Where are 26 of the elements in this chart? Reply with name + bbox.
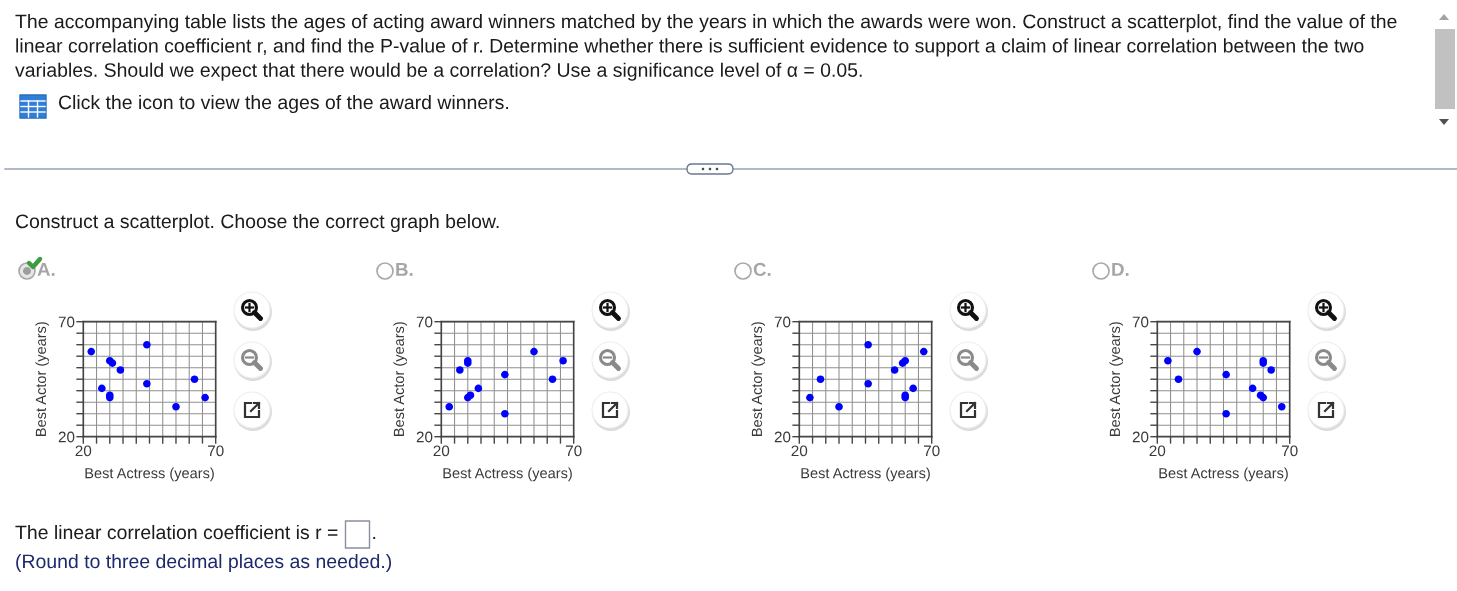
x-tick-label: 20 [75,445,92,457]
text: Click the icon to view the ages of the award winners. [58,94,508,114]
text: Construct a scatterplot. Choose the correct graph below. [15,213,499,233]
text: The linear correlation coefficient is r = [15,524,338,540]
text: (Round to three decimal places as needed.) [16,553,392,573]
x-tick-label: 70 [1281,445,1298,457]
text: . [373,536,376,540]
y-axis-title: Best Actor (years) [751,322,765,436]
y-axis-title: Best Actor (years) [393,322,407,436]
x-tick-label: 20 [1149,445,1166,457]
x-tick-label: 70 [207,445,224,457]
x-tick-label: 20 [791,445,808,457]
x-axis-title: Best Actress (years) [1159,467,1288,482]
y-axis-title: Best Actor (years) [1109,322,1123,436]
chart-title: C. [753,262,771,277]
chart-title: D. [1112,262,1129,276]
x-axis-title: Best Actress (years) [85,467,214,482]
x-tick-label: 20 [433,445,450,457]
x-tick-label: 70 [565,445,582,457]
x-tick-label: 70 [923,445,940,457]
x-axis-title: Best Actress (years) [801,467,930,482]
chart-title: A. [37,262,55,276]
text: The accompanying table lists the ages of acting award winners matched by the years in which the awards were won. Construct a scatterplot, find the value of the linear correlation coefficient r, and find the P-value of r. Determine whether there is sufficient evidence to support a claim of linear correlation between the two variables. Should we expect that there would be a correlation? Use a significance level of α = 0.05. [15,14,1397,81]
chart-title: B. [396,262,413,276]
x-axis-title: Best Actress (years) [443,467,572,482]
y-axis-title: Best Actor (years) [35,322,49,436]
